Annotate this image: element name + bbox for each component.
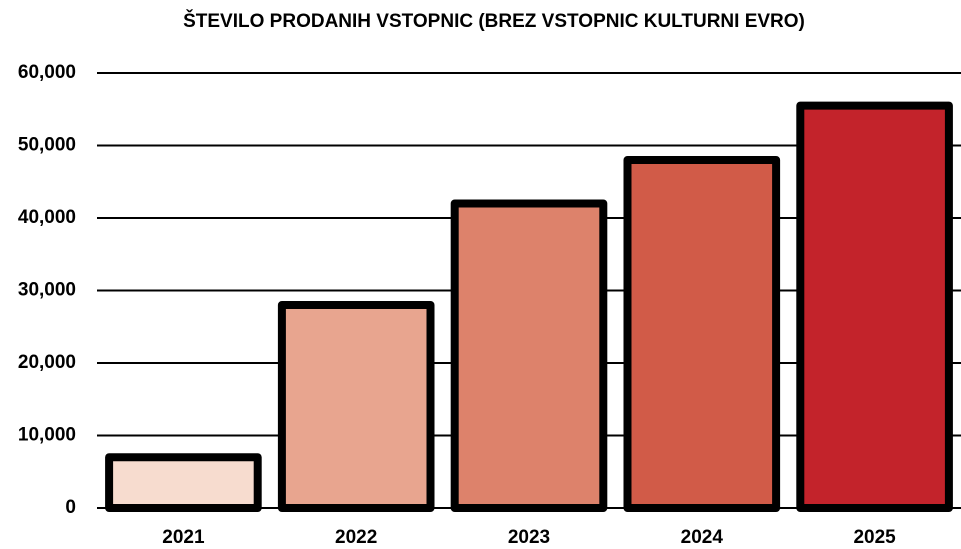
bar (623, 156, 781, 512)
x-tick-label: 2023 (508, 527, 550, 548)
chart-title: ŠTEVILO PRODANIH VSTOPNIC (BREZ VSTOPNIC… (183, 10, 805, 32)
bar (796, 101, 953, 512)
x-tick-label: 2025 (853, 527, 896, 548)
x-tick-label: 2024 (681, 527, 724, 548)
y-tick-label: 10,000 (18, 425, 76, 446)
y-tick-label: 20,000 (18, 352, 76, 373)
y-tick-label: 0 (65, 497, 76, 518)
bar (277, 301, 435, 512)
y-tick-label: 50,000 (18, 135, 76, 156)
y-tick-label: 60,000 (18, 62, 76, 83)
bar (105, 453, 262, 512)
bar (450, 199, 608, 512)
x-tick-label: 2021 (162, 527, 205, 548)
y-tick-label: 40,000 (18, 207, 76, 228)
x-tick-label: 2022 (335, 527, 377, 548)
y-tick-label: 30,000 (18, 280, 76, 301)
